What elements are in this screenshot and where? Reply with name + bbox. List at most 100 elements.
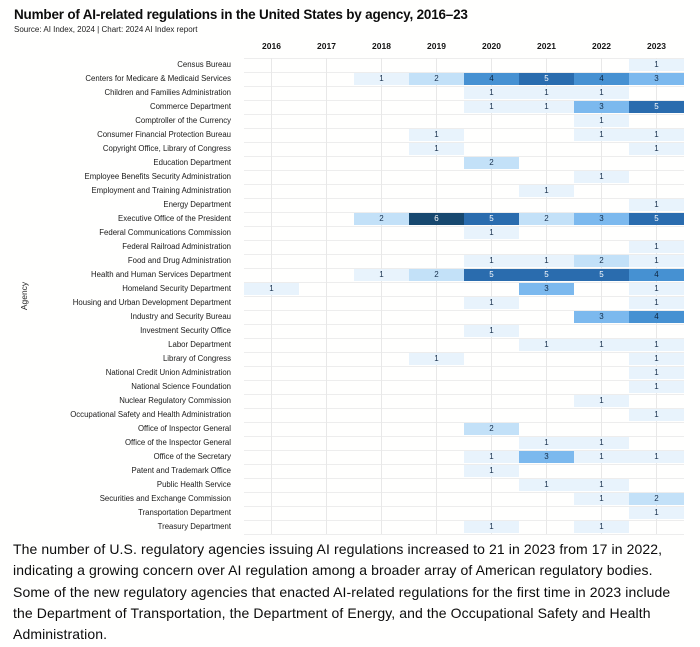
heatmap-cell [519, 240, 574, 254]
heatmap-cell-value: 1 [519, 86, 574, 99]
agency-label: Library of Congress [162, 354, 231, 363]
heatmap-cell [629, 464, 684, 478]
heatmap-cell-value: 1 [464, 450, 519, 463]
heatmap-cell: 3 [574, 310, 629, 324]
heatmap-cell: 1 [629, 338, 684, 352]
heatmap-cell [299, 394, 354, 408]
row-cells: 1 [244, 114, 684, 128]
heatmap-cell-value: 2 [464, 422, 519, 435]
agency-label: Health and Human Services Department [91, 270, 231, 279]
heatmap-cell [464, 436, 519, 450]
heatmap-cell [464, 478, 519, 492]
footer-summary: The number of U.S. regulatory agencies i… [13, 541, 671, 643]
heatmap-cell-value: 3 [519, 282, 574, 295]
heatmap-row: Federal Communications Commission 1 [0, 226, 700, 240]
heatmap-cell [409, 408, 464, 422]
heatmap-cell [244, 212, 299, 226]
heatmap-cell [244, 492, 299, 506]
heatmap-cell: 1 [519, 86, 574, 100]
heatmap-row: Commerce Department 1 1 3 5 [0, 100, 700, 114]
heatmap-cell [244, 156, 299, 170]
heatmap-cell [354, 86, 409, 100]
heatmap-row: Homeland Security Department 1 3 1 [0, 282, 700, 296]
heatmap-cell [574, 142, 629, 156]
heatmap-cell: 1 [574, 436, 629, 450]
agency-label: Office of the Secretary [153, 452, 231, 461]
heatmap-cell [409, 492, 464, 506]
heatmap-cell-value: 1 [629, 142, 684, 155]
heatmap-cell-value: 3 [574, 100, 629, 113]
heatmap-cell-value: 1 [629, 366, 684, 379]
heatmap-cell [299, 478, 354, 492]
heatmap-cell: 4 [574, 72, 629, 86]
heatmap-cell: 1 [574, 128, 629, 142]
row-cells: 1 [244, 58, 684, 72]
heatmap-cell-value: 2 [409, 268, 464, 281]
heatmap-cell [244, 58, 299, 72]
heatmap-row: Office of Inspector General 2 [0, 422, 700, 436]
agency-label: Food and Drug Administration [127, 256, 231, 265]
agency-label: Securities and Exchange Commission [99, 494, 231, 503]
agency-label: Housing and Urban Development Department [72, 298, 231, 307]
heatmap-cell-value: 5 [464, 268, 519, 281]
heatmap-cell [409, 506, 464, 520]
heatmap-cell [354, 380, 409, 394]
heatmap-cell [464, 170, 519, 184]
heatmap-cell-value: 3 [519, 450, 574, 463]
agency-label: Education Department [153, 158, 231, 167]
heatmap-cell [299, 184, 354, 198]
heatmap-cell: 1 [629, 506, 684, 520]
heatmap-cell [409, 450, 464, 464]
heatmap-row: Consumer Financial Protection Bureau 1 1 1 [0, 128, 700, 142]
heatmap-cell [299, 198, 354, 212]
heatmap-cell-value: 1 [629, 408, 684, 421]
heatmap-cell [409, 58, 464, 72]
heatmap-cell [574, 324, 629, 338]
heatmap-cell: 1 [519, 100, 574, 114]
agency-label: Copyright Office, Library of Congress [102, 144, 231, 153]
heatmap-cell [409, 86, 464, 100]
heatmap-cell [519, 366, 574, 380]
heatmap-cell: 1 [574, 520, 629, 534]
heatmap-cell-value: 1 [629, 506, 684, 519]
heatmap-cell: 1 [464, 450, 519, 464]
heatmap-cell: 2 [409, 72, 464, 86]
heatmap-cell [519, 380, 574, 394]
heatmap-cell: 1 [629, 142, 684, 156]
heatmap-cell [299, 282, 354, 296]
heatmap-cell: 1 [409, 352, 464, 366]
heatmap-cell-value: 1 [629, 380, 684, 393]
heatmap-cell-value: 1 [354, 72, 409, 85]
heatmap-cell: 5 [574, 268, 629, 282]
heatmap-cell [354, 408, 409, 422]
heatmap-cell [574, 226, 629, 240]
heatmap-cell: 1 [519, 254, 574, 268]
heatmap-cell [574, 240, 629, 254]
heatmap-cell-value: 1 [629, 338, 684, 351]
heatmap-cell [354, 478, 409, 492]
heatmap-cell-value: 1 [409, 352, 464, 365]
heatmap-cell [299, 226, 354, 240]
heatmap-cell [299, 366, 354, 380]
heatmap-cell: 1 [629, 128, 684, 142]
agency-label: Centers for Medicare & Medicaid Services [85, 74, 231, 83]
heatmap-cell [409, 170, 464, 184]
heatmap-cell-value: 1 [464, 254, 519, 267]
heatmap-cell [464, 58, 519, 72]
heatmap-cell [354, 506, 409, 520]
heatmap-cell: 1 [629, 450, 684, 464]
heatmap-cell [354, 100, 409, 114]
heatmap-cell [299, 492, 354, 506]
heatmap-cell-value: 2 [464, 156, 519, 169]
heatmap-cell [244, 128, 299, 142]
heatmap-cell [354, 324, 409, 338]
heatmap-row: Centers for Medicare & Medicaid Services… [0, 72, 700, 86]
heatmap-cell [354, 436, 409, 450]
heatmap-cell [409, 464, 464, 478]
heatmap-cell [464, 492, 519, 506]
heatmap-cell [244, 184, 299, 198]
